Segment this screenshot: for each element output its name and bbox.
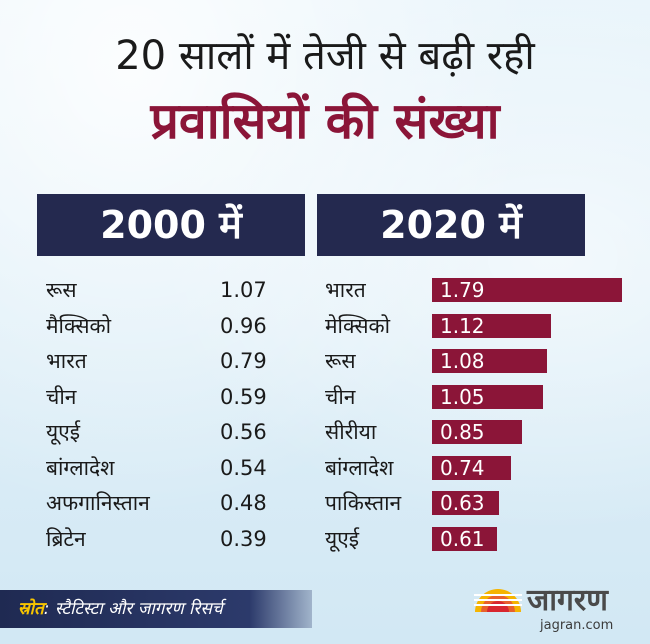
table-2000-country: चीन — [46, 384, 77, 409]
bar-2020 — [432, 278, 622, 302]
source-strip — [0, 590, 312, 628]
bar-2020 — [432, 455, 511, 480]
header-2020: 2020 में — [317, 194, 585, 256]
bar-2020-label: 0.74 — [440, 455, 485, 480]
table-2000-value: 0.54 — [220, 455, 267, 480]
bar-2020-label: 0.63 — [440, 491, 485, 515]
bar-2020-label: 0.85 — [440, 420, 485, 444]
jagran-sun-logo-icon — [474, 589, 522, 612]
bar-2020-label: 1.08 — [440, 349, 485, 373]
bar-2020-label: 1.79 — [440, 278, 485, 302]
table-2000-country: भारत — [46, 349, 87, 373]
table-2000-country: रूस — [46, 278, 77, 302]
bar-2020-country: मेक्सिको — [325, 313, 391, 338]
table-2000-country: अफगानिस्तान — [46, 491, 150, 515]
table-2000-value: 0.39 — [220, 526, 267, 551]
table-2000-country: यूएई — [46, 420, 81, 444]
table-2000-value: 1.07 — [220, 278, 267, 302]
bar-2020-label: 1.05 — [440, 384, 485, 409]
bar-2020 — [432, 313, 551, 338]
table-2000-value: 0.79 — [220, 349, 267, 373]
table-2000-value: 0.59 — [220, 384, 267, 409]
bar-2020 — [432, 526, 497, 551]
bar-2020-country: यूएई — [325, 526, 360, 551]
title-line-2: प्रवासियों की संख्या — [150, 92, 500, 150]
bar-2020-country: भारत — [325, 278, 366, 302]
source-label: स्रोत — [18, 599, 44, 619]
bar-2020 — [432, 491, 499, 515]
bar-2020 — [432, 384, 544, 409]
source-note: स्रोत: स्टैटिस्टा और जागरण रिसर्च — [18, 590, 223, 628]
title-line-1: 20 सालों में तेजी से बढ़ी रही — [115, 33, 535, 79]
bar-2020 — [432, 420, 523, 444]
header-2000: 2000 में — [37, 194, 305, 256]
source-text: : स्टैटिस्टा और जागरण रिसर्च — [43, 599, 223, 619]
bar-2020-country: बांग्लादेश — [325, 455, 394, 480]
bar-2020 — [432, 349, 547, 373]
table-2000-country: बांग्लादेश — [46, 455, 115, 480]
bar-2020-country: रूस — [325, 349, 356, 373]
table-2000-value: 0.56 — [220, 420, 267, 444]
table-2000-value: 0.48 — [220, 491, 267, 515]
table-2000-value: 0.96 — [220, 313, 267, 338]
logo-url: jagran.com — [540, 618, 614, 633]
bar-2020-country: चीन — [325, 384, 356, 409]
bar-2020-country: सीरीया — [325, 420, 377, 444]
table-2000-country: ब्रिटेन — [46, 526, 86, 551]
table-2000-country: मैक्सिको — [46, 313, 112, 338]
logo-name: जागरण — [527, 583, 608, 618]
bar-2020-label: 0.61 — [440, 526, 485, 551]
bar-2020-label: 1.12 — [440, 313, 485, 338]
bar-2020-country: पाकिस्तान — [325, 491, 402, 515]
